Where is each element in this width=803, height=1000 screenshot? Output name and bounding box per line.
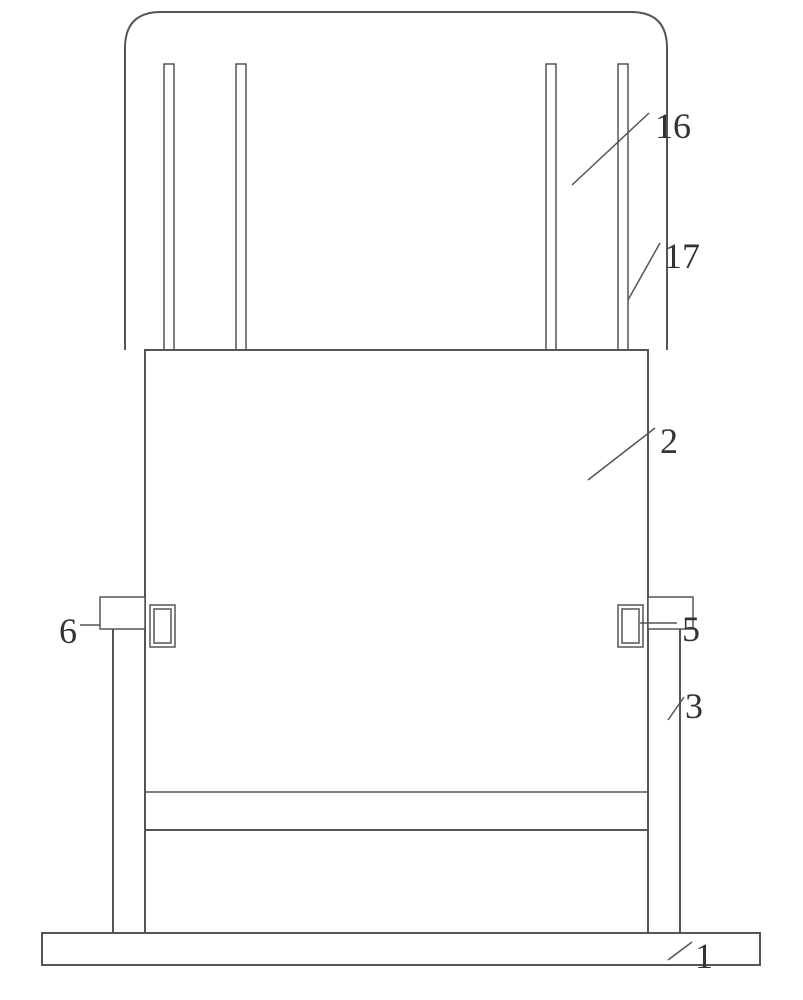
label-5: 5	[682, 608, 700, 650]
label-1: 1	[695, 935, 713, 977]
label-16: 16	[655, 105, 691, 147]
label-6: 6	[59, 610, 77, 652]
label-2: 2	[660, 420, 678, 462]
label-17: 17	[664, 235, 700, 277]
label-3: 3	[685, 685, 703, 727]
